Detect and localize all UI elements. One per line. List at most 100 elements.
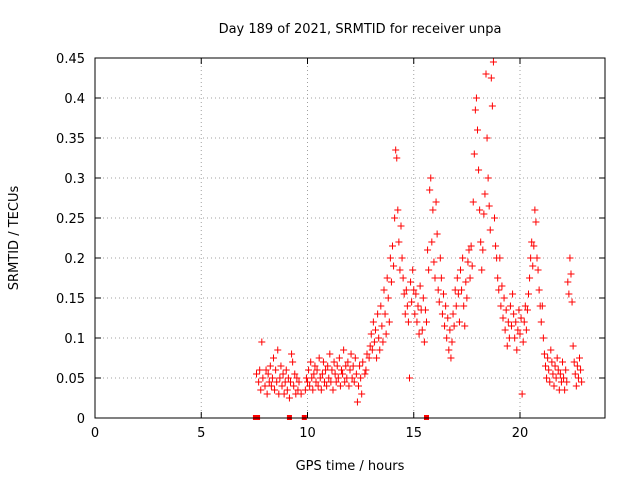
data-point: [434, 286, 442, 294]
data-point: [467, 242, 475, 250]
data-point: [561, 386, 569, 394]
x-axis-title: GPS time / hours: [296, 459, 405, 474]
data-point: [267, 382, 275, 390]
data-point: [537, 318, 545, 326]
data-point: [443, 334, 451, 342]
data-point: [549, 370, 557, 378]
data-point: [348, 374, 356, 382]
data-point: [487, 74, 495, 82]
data-point: [547, 346, 555, 354]
data-point: [402, 286, 410, 294]
data-point: [514, 326, 522, 334]
data-point: [574, 374, 582, 382]
data-point: [321, 378, 328, 386]
data-point: [556, 370, 564, 378]
data-point: [425, 266, 433, 274]
data-point: [550, 382, 558, 390]
data-point: [464, 258, 472, 266]
data-point: [356, 362, 364, 370]
data-point: [479, 246, 487, 254]
data-point: [475, 166, 483, 174]
data-point: [310, 370, 318, 378]
data-point: [446, 326, 454, 334]
data-point: [466, 274, 474, 282]
data-point: [470, 150, 478, 158]
data-point: [287, 378, 294, 386]
data-point: [420, 338, 428, 346]
data-point: [363, 350, 371, 358]
data-point: [461, 322, 469, 330]
data-point: [436, 254, 444, 262]
y-tick-label: 0.1: [64, 332, 85, 347]
data-point: [392, 146, 400, 154]
data-point: [353, 398, 361, 406]
data-point: [440, 290, 447, 298]
data-point: [318, 370, 326, 378]
data-point: [463, 294, 471, 302]
data-point: [266, 362, 274, 370]
data-point: [462, 278, 470, 286]
data-point: [435, 298, 443, 306]
data-point: [486, 226, 494, 234]
data-point: [279, 370, 287, 378]
data-point: [334, 374, 342, 382]
data-point: [304, 378, 311, 386]
data-point: [545, 366, 553, 374]
data-point: [502, 306, 510, 314]
data-point: [301, 386, 309, 394]
data-point: [513, 346, 521, 354]
y-tick-label: 0.15: [56, 292, 85, 307]
data-point: [465, 246, 473, 254]
data-point: [308, 374, 316, 382]
data-point: [469, 198, 477, 206]
data-point: [400, 290, 408, 298]
data-point: [387, 278, 395, 286]
data-point: [373, 354, 381, 362]
data-point: [274, 346, 282, 354]
data-point: [383, 274, 391, 282]
data-point: [426, 186, 434, 194]
data-point: [489, 58, 497, 66]
data-point: [451, 286, 459, 294]
data-point: [270, 354, 277, 362]
data-point: [293, 374, 301, 382]
data-point: [570, 358, 578, 366]
data-point: [346, 366, 354, 374]
data-point: [284, 374, 292, 382]
data-point: [577, 366, 585, 374]
x-tick-label: 15: [405, 426, 422, 441]
data-point: [526, 274, 534, 282]
data-point: [397, 222, 405, 230]
data-point: [283, 386, 291, 394]
data-point: [271, 386, 279, 394]
data-point: [395, 238, 403, 246]
data-point: [430, 258, 438, 266]
data-point: [458, 286, 466, 294]
data-point: [374, 310, 382, 318]
data-point: [511, 334, 519, 342]
data-point: [529, 262, 537, 270]
data-point: [477, 238, 485, 246]
data-point: [297, 390, 305, 398]
data-point: [378, 322, 386, 330]
data-point: [407, 278, 415, 286]
data-point: [510, 310, 518, 318]
grid-lines: [95, 58, 605, 418]
data-point: [331, 370, 339, 378]
data-point: [444, 314, 452, 322]
data-point: [398, 254, 406, 262]
y-tick-labels: 0 0.05 0.1 0.15 0.2 0.25 0.3 0.35 0.4 0.45: [56, 52, 85, 427]
data-point: [534, 266, 542, 274]
data-point: [414, 302, 422, 310]
data-point: [457, 266, 464, 274]
data-point: [335, 354, 343, 362]
plot-frame: [94, 57, 606, 419]
data-point: [333, 362, 341, 370]
data-point: [257, 386, 265, 394]
data-point: [445, 346, 453, 354]
data-point: [419, 294, 427, 302]
data-point: [372, 326, 379, 334]
data-point: [471, 106, 479, 114]
data-point: [406, 374, 413, 382]
data-point: [515, 306, 523, 314]
